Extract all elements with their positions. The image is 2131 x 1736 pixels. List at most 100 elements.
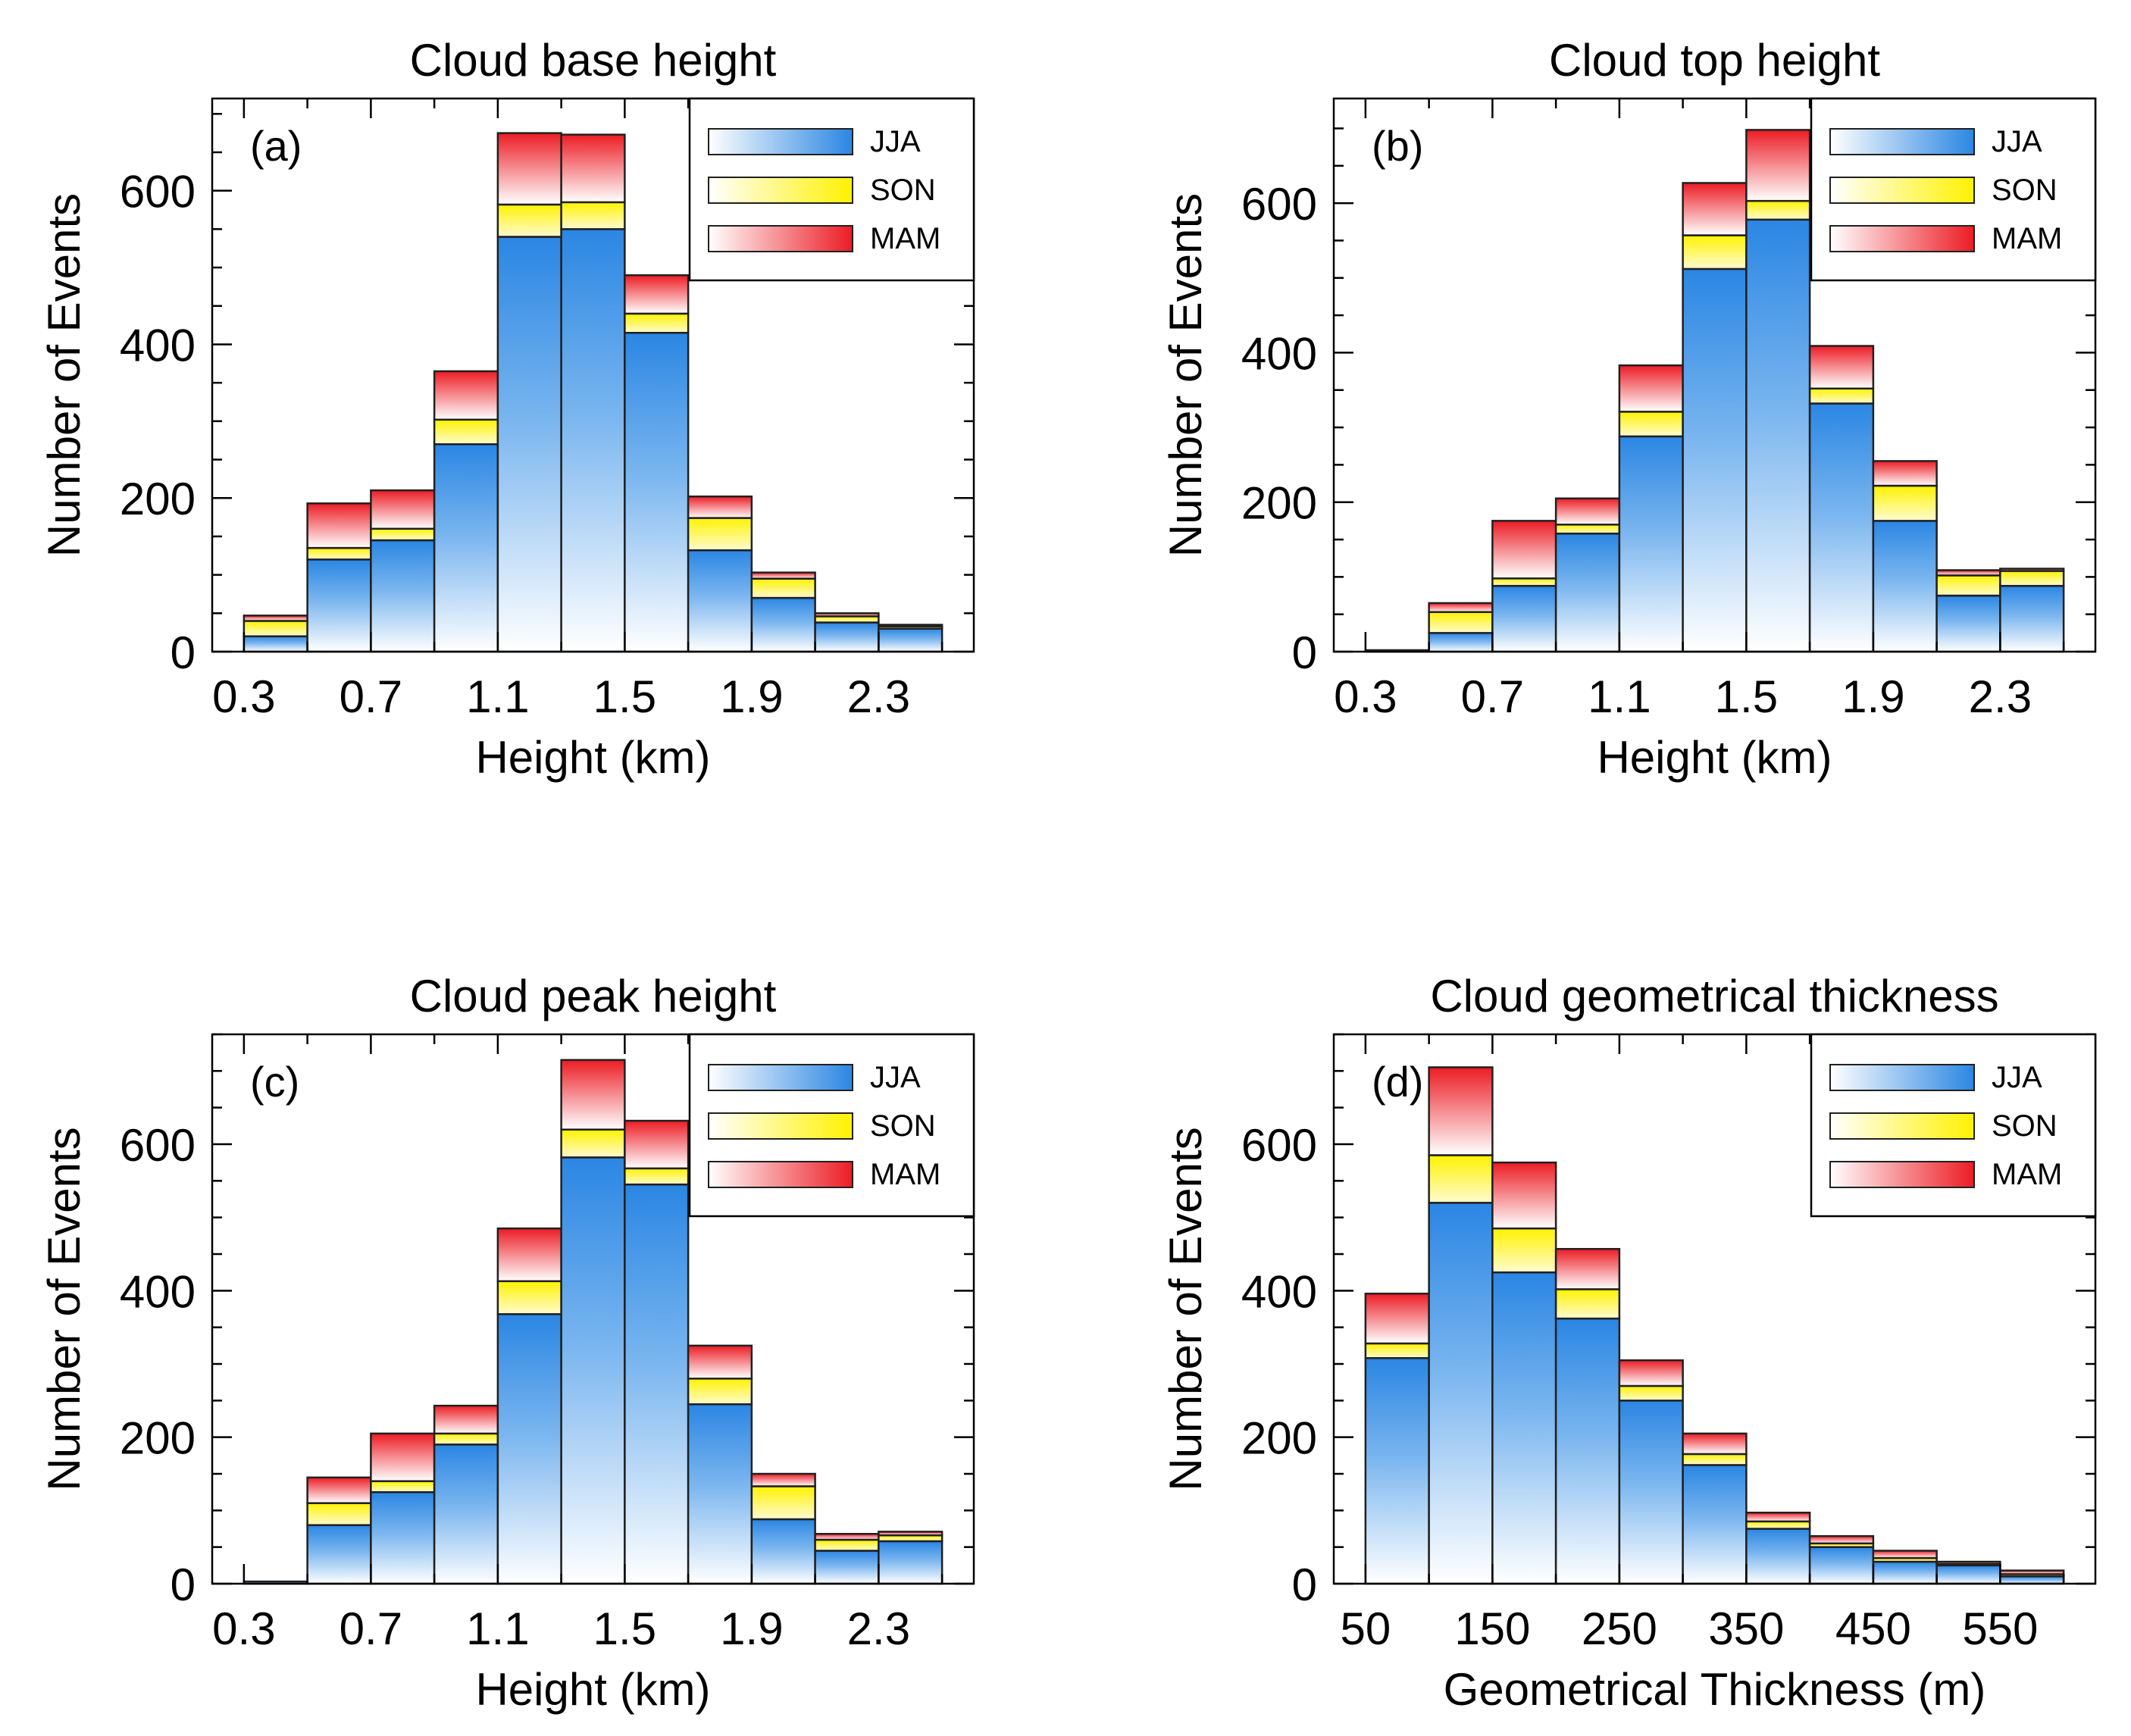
bar-a-jja-10 (878, 627, 943, 653)
bar-d-jja-2 (1491, 1271, 1557, 1585)
bar-c-mam-4 (496, 1227, 562, 1283)
legend-label-jja: JJA (1992, 125, 2042, 158)
bar-a-mam-0 (243, 615, 308, 622)
bar-c-jja-8 (750, 1518, 816, 1585)
x-tick-label-a: 1.9 (720, 671, 783, 722)
bar-c-jja-6 (624, 1183, 690, 1585)
legend-swatch-mam (708, 225, 853, 252)
legend-b: JJA SON MAM (1810, 97, 2097, 282)
bar-d-mam-5 (1682, 1432, 1748, 1456)
bar-b-son-4 (1618, 411, 1684, 438)
bar-b-son-10 (1999, 570, 2065, 587)
bar-b-mam-4 (1618, 364, 1684, 413)
bar-a-son-4 (496, 203, 562, 238)
bar-c-jja-5 (560, 1156, 626, 1585)
bar-c-son-2 (370, 1480, 436, 1494)
bar-a-jja-6 (624, 331, 690, 653)
x-tick-label-a: 1.1 (466, 671, 529, 722)
bar-d-mam-2 (1491, 1161, 1557, 1230)
bar-d-jja-10 (1999, 1575, 2065, 1585)
bar-c-mam-10 (878, 1531, 943, 1537)
bar-b-son-5 (1682, 234, 1748, 271)
bar-a-jja-3 (433, 443, 499, 653)
bar-b-son-3 (1554, 524, 1621, 535)
bar-c-son-1 (306, 1502, 372, 1526)
bar-b-mam-5 (1682, 182, 1748, 236)
x-tick-label-a: 0.7 (340, 671, 402, 722)
bar-b-jja-3 (1554, 532, 1621, 653)
panel-c: Cloud peak height 0 200 400 600 0.3 0.7 1.1 1.5 1… (39, 971, 975, 1715)
bar-d-son-6 (1745, 1520, 1811, 1530)
plot-frame-d (1332, 1033, 2097, 1585)
bar-b-son-9 (1935, 574, 2001, 597)
legend-swatch-jja (708, 1064, 853, 1091)
bar-b-jja-1 (1428, 632, 1494, 653)
legend-swatch-son (708, 1112, 853, 1140)
bar-b-mam-3 (1554, 497, 1621, 526)
legend-label-mam: MAM (870, 222, 940, 255)
bar-d-mam-7 (1808, 1534, 1875, 1545)
bar-c-son-4 (496, 1280, 562, 1315)
bar-d-jja-8 (1872, 1560, 1938, 1585)
bar-c-jja-10 (878, 1540, 943, 1585)
bar-a-jja-2 (370, 539, 436, 653)
bar-b-jja-9 (1935, 594, 2001, 653)
y-tick-label-b: 600 (1241, 179, 1317, 230)
chart-title-b: Cloud top height (1549, 35, 1880, 86)
bar-b-jja-8 (1872, 520, 1938, 653)
bar-b-mam-10 (1999, 568, 2065, 572)
bar-c-mam-8 (750, 1472, 816, 1487)
panel-label-b: (b) (1372, 122, 1423, 170)
bar-d-mam-3 (1554, 1247, 1621, 1290)
bar-c-mam-1 (306, 1476, 372, 1504)
x-tick-label-d: 50 (1341, 1603, 1391, 1654)
bar-a-mam-8 (750, 571, 816, 580)
bar-a-jja-4 (496, 236, 562, 653)
x-axis-label-d: Geometrical Thickness (m) (1444, 1664, 1986, 1715)
bar-d-jja-7 (1808, 1546, 1875, 1585)
y-tick-label-b: 0 (1292, 627, 1317, 678)
x-tick-label-a: 2.3 (847, 671, 910, 722)
x-tick-label-b: 1.5 (1715, 671, 1778, 722)
legend-swatch-son (1829, 177, 1975, 204)
bar-d-jja-6 (1745, 1528, 1811, 1585)
bar-c-mam-2 (370, 1432, 436, 1482)
plot-frame-b (1332, 97, 2097, 653)
y-tick-label-d: 600 (1241, 1120, 1317, 1171)
bar-d-son-3 (1554, 1288, 1621, 1320)
y-axis-label-c: Number of Events (39, 1127, 89, 1490)
legend-swatch-jja (1829, 128, 1975, 155)
y-tick-label-a: 600 (120, 167, 196, 217)
bar-d-mam-9 (1935, 1560, 2001, 1566)
legend-label-mam: MAM (1992, 1158, 2062, 1191)
y-tick-label-c: 0 (171, 1559, 196, 1610)
legend-label-son: SON (870, 1109, 936, 1143)
panel-a: Cloud base height 0 200 400 600 0.3 0.7 1.1 1.5 1… (39, 35, 975, 783)
legend-a: JJA SON MAM (688, 97, 975, 282)
bar-d-son-0 (1364, 1342, 1430, 1359)
bar-b-son-6 (1745, 199, 1811, 221)
bar-b-son-2 (1491, 577, 1557, 587)
bar-c-son-9 (814, 1538, 880, 1552)
bar-b-jja-4 (1618, 435, 1684, 653)
x-tick-label-d: 350 (1708, 1603, 1784, 1654)
bar-c-jja-1 (306, 1524, 372, 1585)
panel-label-c: (c) (250, 1058, 299, 1106)
x-tick-label-c: 0.7 (340, 1603, 402, 1654)
bar-c-mam-5 (560, 1059, 626, 1131)
bar-b-jja-7 (1808, 402, 1875, 653)
bar-c-jja-7 (687, 1403, 753, 1585)
bar-c-jja-3 (433, 1444, 499, 1585)
bar-a-mam-1 (306, 502, 372, 549)
bar-a-jja-8 (750, 596, 816, 653)
panel-b: Cloud top height 0 200 400 600 0.3 0.7 1.1 1.5 1.… (1160, 35, 2097, 783)
x-tick-label-c: 2.3 (847, 1603, 910, 1654)
bar-d-mam-8 (1872, 1550, 1938, 1559)
bar-d-jja-5 (1682, 1464, 1748, 1585)
bar-d-jja-1 (1428, 1202, 1494, 1585)
bar-c-jja-4 (496, 1313, 562, 1585)
y-axis-label-d: Number of Events (1160, 1127, 1211, 1490)
y-tick-label-c: 400 (120, 1266, 196, 1317)
bar-b-mam-7 (1808, 345, 1875, 390)
y-tick-label-b: 400 (1241, 328, 1317, 379)
